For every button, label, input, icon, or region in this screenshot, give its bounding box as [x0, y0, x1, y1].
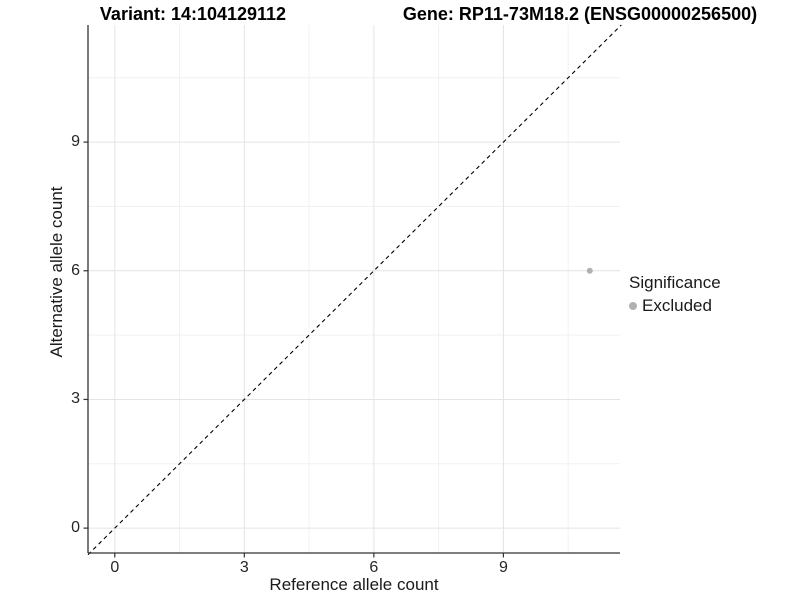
data-point	[586, 267, 593, 274]
legend-title: Significance	[629, 273, 721, 292]
legend-item-excluded: Excluded	[629, 296, 721, 316]
y-tick-label: 0	[71, 519, 80, 537]
y-tick-label: 9	[71, 133, 80, 151]
plot-title-gene: Gene: RP11-73M18.2 (ENSG00000256500)	[402, 4, 758, 24]
identity-line	[87, 24, 622, 556]
legend: Significance Excluded	[629, 273, 721, 316]
legend-dot-icon	[629, 302, 637, 310]
y-tick-label: 3	[71, 390, 80, 408]
x-tick-label: 0	[110, 559, 120, 576]
x-tick-label: 3	[239, 559, 249, 576]
legend-item-label: Excluded	[642, 296, 712, 315]
plot-title-variant: Variant: 14:104129112	[99, 4, 287, 24]
x-tick-label: 6	[369, 559, 379, 576]
y-axis-title: Alternative allele count	[47, 186, 66, 358]
x-tick-label: 9	[498, 559, 508, 576]
x-axis-title: Reference allele count	[269, 575, 439, 594]
y-tick-label: 6	[71, 261, 80, 279]
